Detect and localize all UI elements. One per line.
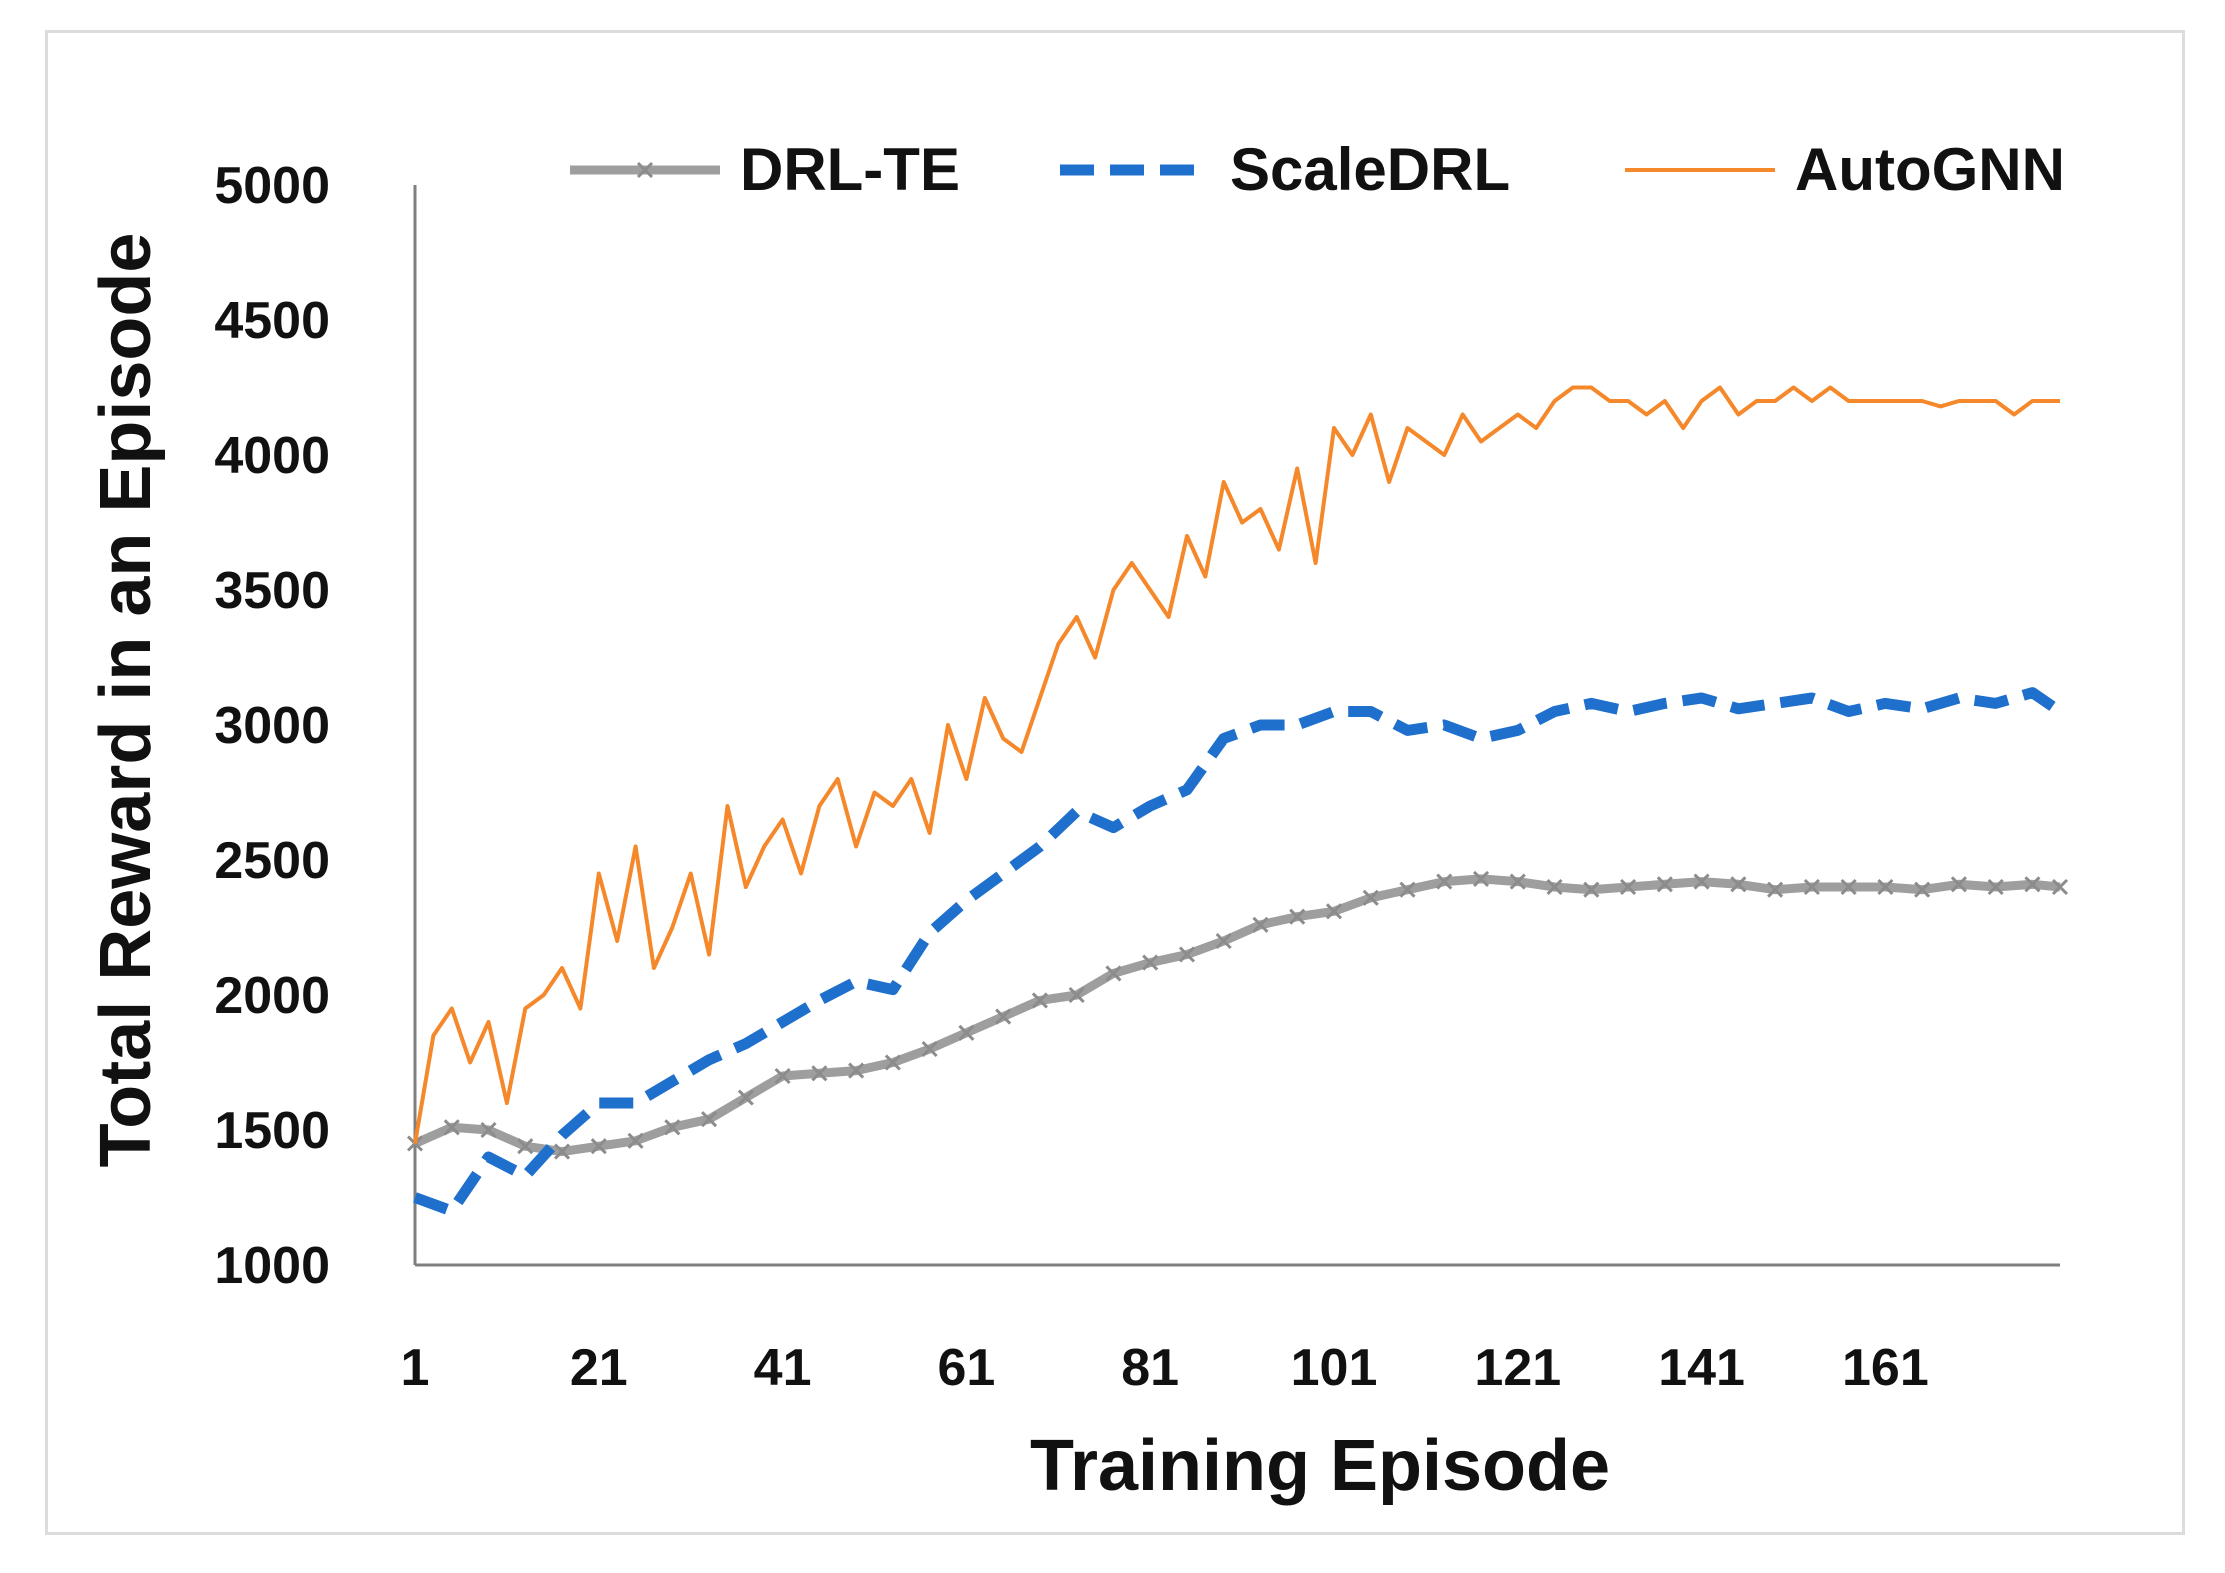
data-point-marker [553, 1143, 571, 1160]
y-tick-label: 1500 [214, 1102, 330, 1160]
data-point-marker [1472, 870, 1490, 887]
x-tick-label: 21 [570, 1339, 628, 1397]
data-point-marker [1803, 878, 1820, 896]
data-point-marker [1656, 876, 1673, 893]
data-point-marker [1914, 881, 1931, 898]
chart-frame [45, 30, 2185, 1535]
data-point-marker [480, 1121, 497, 1139]
series-line-autognn [413, 385, 2060, 1144]
data-point-marker [1105, 965, 1122, 982]
x-tick-label: 161 [1842, 1339, 1929, 1397]
y-tick-label: 2500 [214, 832, 330, 890]
data-point-marker [627, 1132, 644, 1149]
y-tick-label: 3000 [214, 697, 330, 755]
data-point-marker [737, 1089, 754, 1106]
data-point-marker [995, 1008, 1012, 1025]
series-layer [406, 385, 2069, 1217]
data-point-marker [1767, 881, 1784, 898]
data-point-marker [1362, 889, 1379, 906]
legend: DRL-TE ScaleDRL AutoGNN [570, 136, 2065, 203]
legend-label-drl-te: DRL-TE [740, 136, 960, 203]
data-point-marker [1178, 946, 1196, 963]
y-tick-label: 4000 [214, 427, 330, 485]
data-point-marker [1950, 876, 1967, 893]
data-point-marker [517, 1138, 534, 1155]
data-point-marker [1546, 878, 1563, 896]
data-point-marker [1840, 878, 1857, 896]
data-point-marker [1987, 878, 2004, 896]
series-line-scaledrl [413, 687, 2064, 1217]
y-tick-label: 1000 [214, 1237, 330, 1295]
data-point-marker [1325, 903, 1343, 920]
legend-label-autognn: AutoGNN [1795, 136, 2065, 203]
x-tick-label: 121 [1474, 1339, 1561, 1397]
legend-label-scaledrl: ScaleDRL [1230, 136, 1510, 203]
data-point-marker [1877, 878, 1894, 896]
x-tick-label: 141 [1658, 1339, 1745, 1397]
data-point-marker [1399, 881, 1416, 898]
data-point-marker [848, 1062, 865, 1079]
data-point-marker [664, 1119, 681, 1136]
data-point-marker [1583, 881, 1600, 898]
data-point-marker [1693, 873, 1710, 890]
data-point-marker [443, 1119, 460, 1136]
data-point-marker [1730, 876, 1747, 893]
legend-marker [636, 161, 654, 179]
y-tick-label: 5000 [214, 157, 330, 215]
y-tick-label: 3500 [214, 562, 330, 620]
data-point-marker [1031, 992, 1048, 1009]
x-tick-label: 41 [754, 1339, 812, 1397]
data-point-marker [590, 1138, 607, 1155]
data-point-marker [884, 1054, 901, 1071]
data-point-marker [1289, 908, 1306, 925]
y-tick-label: 2000 [214, 967, 330, 1025]
x-axis-label: Training Episode [1030, 1426, 1610, 1506]
y-tick-label: 4500 [214, 292, 330, 350]
data-point-marker [958, 1024, 975, 1041]
data-point-marker [1436, 873, 1453, 890]
x-tick-label: 61 [937, 1339, 995, 1397]
data-point-marker [774, 1067, 791, 1085]
data-point-marker [1620, 878, 1637, 896]
data-point-marker [2024, 876, 2041, 893]
data-point-marker [1509, 873, 1526, 890]
x-tick-label: 101 [1291, 1339, 1378, 1397]
data-point-marker [921, 1040, 938, 1058]
series-line-drl-te [413, 874, 2061, 1157]
data-point-marker [811, 1065, 828, 1082]
y-axis-label: Total Reward in an Episode [86, 233, 166, 1168]
data-point-marker [701, 1111, 718, 1128]
data-point-marker [1252, 916, 1269, 933]
data-point-marker [1215, 932, 1232, 950]
data-point-marker [2051, 878, 2069, 896]
data-point-marker [1068, 986, 1085, 1004]
x-tick-label: 81 [1121, 1339, 1179, 1397]
data-point-marker [1142, 954, 1159, 971]
x-tick-label: 1 [401, 1339, 430, 1397]
